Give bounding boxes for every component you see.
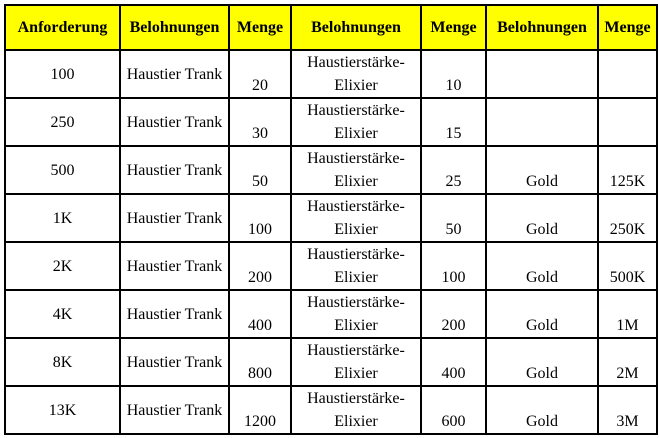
table-row: 500 Haustier Trank 50 Haustierstärke-Elixie…: [4, 145, 658, 195]
amount-1-cell: 1200: [228, 385, 292, 435]
amount-3-cell: 2M: [597, 337, 658, 387]
amount-2-cell: 15: [420, 97, 487, 147]
reward-1-cell: Haustier Trank: [119, 49, 230, 99]
header-rewards-3: Belohnungen: [485, 4, 599, 51]
table-row: 4K Haustier Trank 400 Haustierstärke-Elixie…: [4, 289, 658, 339]
reward-3-cell: [485, 97, 599, 147]
header-amount-1: Menge: [228, 4, 292, 51]
requirement-cell: 100: [4, 49, 121, 99]
reward-1-cell: Haustier Trank: [119, 385, 230, 435]
header-row: Anforderung Belohnungen Menge Belohnunge…: [4, 4, 658, 51]
reward-2-cell: Haustierstärke-Elixier: [290, 289, 422, 339]
reward-2-cell: Haustierstärke-Elixier: [290, 193, 422, 243]
amount-2-cell: 100: [420, 241, 487, 291]
table-row: 1K Haustier Trank 100 Haustierstärke-Elixie…: [4, 193, 658, 243]
requirement-cell: 500: [4, 145, 121, 195]
reward-3-cell: Gold: [485, 385, 599, 435]
amount-1-cell: 400: [228, 289, 292, 339]
reward-3-cell: Gold: [485, 289, 599, 339]
table-row: 100 Haustier Trank 20 Haustierstärke-Elixie…: [4, 49, 658, 99]
amount-3-cell: 500K: [597, 241, 658, 291]
amount-3-cell: 250K: [597, 193, 658, 243]
requirement-cell: 2K: [4, 241, 121, 291]
reward-1-cell: Haustier Trank: [119, 241, 230, 291]
amount-3-cell: [597, 49, 658, 99]
amount-3-cell: 1M: [597, 289, 658, 339]
amount-1-cell: 800: [228, 337, 292, 387]
table-row: 8K Haustier Trank 800 Haustierstärke-Elixie…: [4, 337, 658, 387]
amount-1-cell: 20: [228, 49, 292, 99]
requirement-cell: 13K: [4, 385, 121, 435]
header-amount-3: Menge: [597, 4, 658, 51]
amount-2-cell: 200: [420, 289, 487, 339]
amount-2-cell: 400: [420, 337, 487, 387]
reward-1-cell: Haustier Trank: [119, 337, 230, 387]
amount-2-cell: 600: [420, 385, 487, 435]
header-requirement: Anforderung: [4, 4, 121, 51]
header-amount-2: Menge: [420, 4, 487, 51]
table-row: 2K Haustier Trank 200 Haustierstärke-Elixie…: [4, 241, 658, 291]
amount-2-cell: 50: [420, 193, 487, 243]
reward-3-cell: Gold: [485, 193, 599, 243]
reward-2-cell: Haustierstärke-Elixier: [290, 385, 422, 435]
amount-3-cell: 125K: [597, 145, 658, 195]
amount-2-cell: 25: [420, 145, 487, 195]
requirement-cell: 4K: [4, 289, 121, 339]
amount-1-cell: 50: [228, 145, 292, 195]
reward-1-cell: Haustier Trank: [119, 193, 230, 243]
table-row: 13K Haustier Trank 1200 Haustierstärke-Elix…: [4, 385, 658, 435]
amount-1-cell: 200: [228, 241, 292, 291]
reward-2-cell: Haustierstärke-Elixier: [290, 241, 422, 291]
requirement-cell: 8K: [4, 337, 121, 387]
reward-3-cell: [485, 49, 599, 99]
reward-2-cell: Haustierstärke-Elixier: [290, 49, 422, 99]
amount-3-cell: 3M: [597, 385, 658, 435]
amount-1-cell: 100: [228, 193, 292, 243]
reward-1-cell: Haustier Trank: [119, 97, 230, 147]
reward-2-cell: Haustierstärke-Elixier: [290, 337, 422, 387]
table-row: 250 Haustier Trank 30 Haustierstärke-Elixie…: [4, 97, 658, 147]
amount-1-cell: 30: [228, 97, 292, 147]
reward-2-cell: Haustierstärke-Elixier: [290, 145, 422, 195]
header-rewards-2: Belohnungen: [290, 4, 422, 51]
requirement-cell: 250: [4, 97, 121, 147]
amount-2-cell: 10: [420, 49, 487, 99]
amount-3-cell: [597, 97, 658, 147]
reward-2-cell: Haustierstärke-Elixier: [290, 97, 422, 147]
reward-1-cell: Haustier Trank: [119, 145, 230, 195]
reward-3-cell: Gold: [485, 145, 599, 195]
reward-3-cell: Gold: [485, 337, 599, 387]
reward-1-cell: Haustier Trank: [119, 289, 230, 339]
reward-3-cell: Gold: [485, 241, 599, 291]
header-rewards-1: Belohnungen: [119, 4, 230, 51]
requirement-cell: 1K: [4, 193, 121, 243]
rewards-table: Anforderung Belohnungen Menge Belohnunge…: [4, 4, 658, 435]
